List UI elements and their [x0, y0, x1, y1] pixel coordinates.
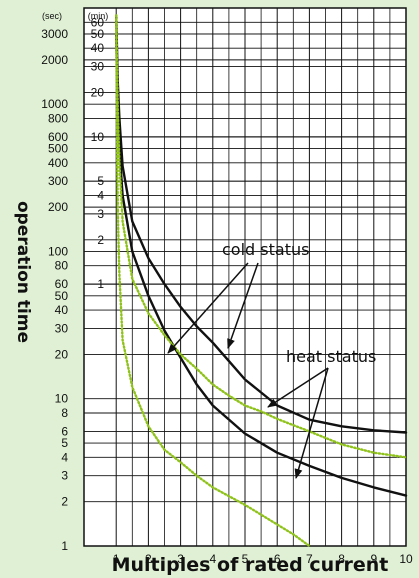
y-tick-label-seconds: 4 [61, 450, 68, 464]
annotations: cold status heat status [167, 240, 376, 479]
y-tick-label-minutes: 10 [91, 130, 105, 144]
series-lines [114, 14, 408, 548]
y-tick-label-seconds: 2 [61, 495, 68, 509]
y-unit-seconds: (sec) [42, 11, 62, 21]
y-tick-label-seconds: 800 [48, 111, 68, 125]
heat-status-label: heat status [286, 347, 376, 366]
y-tick-label-minutes: 1 [97, 277, 104, 291]
y-tick-label-minutes: 5 [97, 174, 104, 188]
y-tick-label-seconds: 1000 [41, 97, 68, 111]
x-tick-label: 9 [370, 552, 377, 566]
y-tick-label-seconds: 60 [55, 277, 69, 291]
x-axis-title: Multiples of rated current [112, 554, 389, 576]
y-unit-minutes: (min) [88, 11, 109, 21]
y-tick-label-seconds: 3 [61, 469, 68, 483]
y-tick-label-seconds: 10 [55, 392, 69, 406]
y-tick-label-seconds: 300 [48, 174, 68, 188]
y-tick-label-seconds: 40 [55, 303, 69, 317]
cold-status-arrow-upper [227, 262, 259, 349]
series-line-heat-upper [114, 14, 408, 459]
x-tick-label: 4 [209, 552, 216, 566]
x-tick-label: 8 [338, 552, 345, 566]
y-tick-label-seconds: 50 [55, 289, 69, 303]
series-line-cold-upper [114, 14, 408, 434]
y-tick-label-seconds: 500 [48, 142, 68, 156]
cold-status-arrow-lower [167, 262, 249, 354]
y-tick-label-seconds: 100 [48, 244, 68, 258]
y-tick-label-seconds: 400 [48, 156, 68, 170]
x-tick-label: 5 [242, 552, 249, 566]
x-tick-label: 3 [177, 552, 184, 566]
y-tick-label-seconds: 30 [55, 321, 69, 335]
y-tick-label-minutes: 60 [91, 15, 105, 29]
y-tick-label-seconds: 1 [61, 539, 68, 553]
y-tick-label-minutes: 40 [91, 41, 105, 55]
y-tick-label-seconds: 6 [61, 424, 68, 438]
x-tick-label: 10 [399, 552, 413, 566]
cold-status-label: cold status [222, 240, 309, 259]
series-line-cold-lower [114, 32, 408, 497]
y-tick-label-minutes: 50 [91, 27, 105, 41]
x-tick-label: 6 [274, 552, 281, 566]
x-tick-label: 7 [306, 552, 313, 566]
y-tick-label-minutes: 3 [97, 207, 104, 221]
tick-labels: 1 2 3 4 5 6 7 8 9 1012345681020304050608010020030… [41, 15, 413, 566]
y-tick-label-seconds: 80 [55, 259, 69, 273]
grid [83, 7, 407, 547]
heat-status-arrow-upper [267, 367, 329, 408]
y-tick-label-minutes: 2 [97, 233, 104, 247]
y-axis-title: operation time [13, 201, 33, 343]
y-tick-label-seconds: 200 [48, 200, 68, 214]
y-tick-label-minutes: 20 [91, 86, 105, 100]
y-tick-label-minutes: 4 [97, 188, 104, 202]
y-tick-label-seconds: 20 [55, 347, 69, 361]
y-tick-label-seconds: 600 [48, 130, 68, 144]
x-tick-label: 2 [145, 552, 152, 566]
y-tick-label-minutes: 30 [91, 60, 105, 74]
y-tick-label-seconds: 3000 [41, 27, 68, 41]
series-line-heat-lower [114, 14, 311, 548]
y-tick-label-seconds: 5 [61, 436, 68, 450]
x-tick-label: 1 [113, 552, 120, 566]
y-tick-label-seconds: 2000 [41, 53, 68, 67]
y-tick-label-seconds: 8 [61, 406, 68, 420]
heat-status-arrow-lower [294, 367, 329, 479]
